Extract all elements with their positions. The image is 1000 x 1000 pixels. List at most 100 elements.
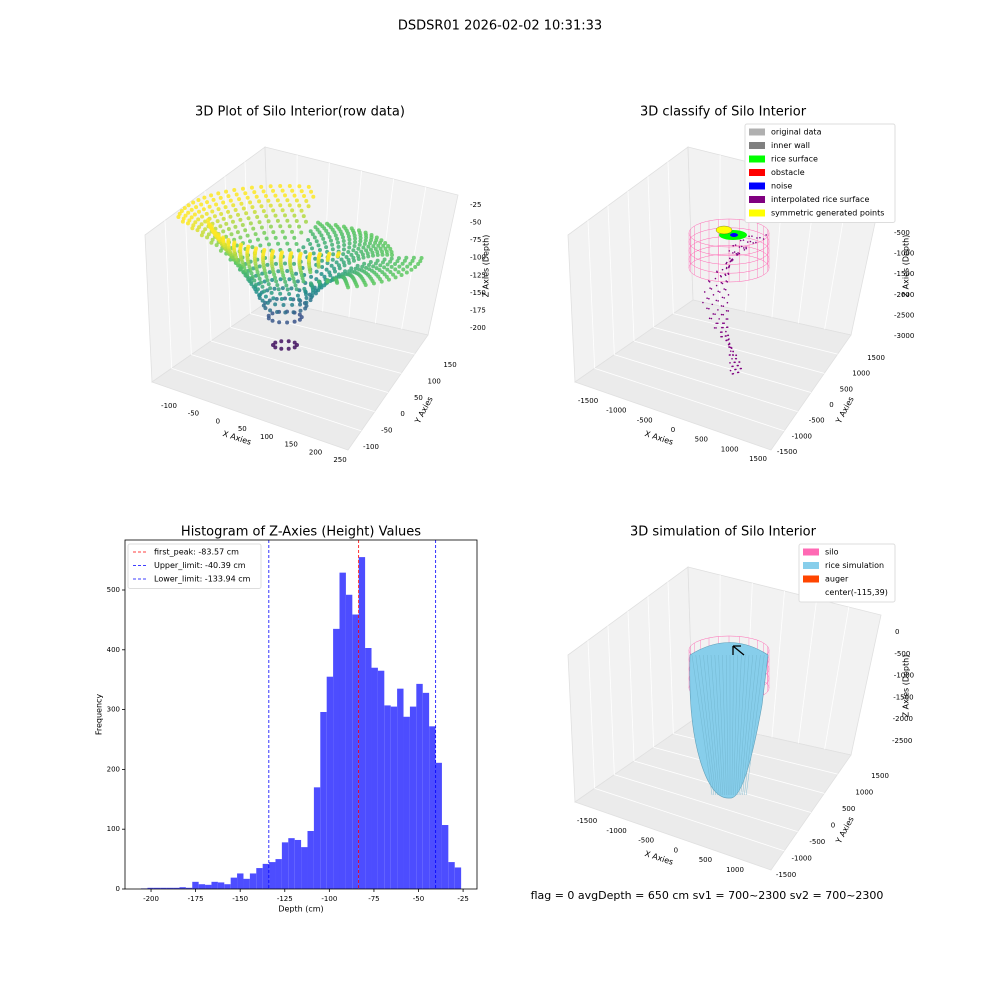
point-decor [379,279,384,284]
point-decor [254,282,259,287]
axes-3d: -1500 -1000 -500 0 500 1000 1500 -1500 -1000 -500… [567,105,914,463]
point-decor [261,209,266,214]
point-decor [729,260,732,263]
point-decor [706,297,708,299]
legend-swatch [749,142,765,149]
point-decor [266,313,271,318]
point-decor [371,253,375,258]
point-decor [279,346,284,351]
point-decor [278,291,283,296]
point-decor [245,272,250,277]
point-decor [216,232,221,237]
point-decor [362,241,367,246]
point-decor [745,246,747,249]
point-decor [257,199,262,204]
point-decor [266,198,271,203]
bar [262,863,270,889]
point-decor [732,244,735,247]
rice-wire [695,654,714,796]
point-decor [334,260,339,265]
point-decor [288,296,293,301]
point-decor [238,235,243,240]
point-decor [736,253,739,256]
point-decor [352,258,356,263]
point-decor [373,247,378,252]
point-decor [393,267,398,272]
legend-label: Upper_limit: -40.39 cm [154,561,246,570]
point-decor [292,345,297,350]
point-decor [737,252,739,254]
point-decor [369,233,374,238]
rice-wire [714,654,723,796]
point-decor [266,242,271,247]
point-decor [359,249,364,254]
point-decor [395,259,400,264]
point-decor [728,346,730,348]
point-decor [287,224,292,229]
tick-label: 1500 [871,772,889,780]
point-decor [181,216,186,221]
point-decor [725,267,728,270]
point-decor [273,340,278,345]
point-decor [336,263,341,268]
point-decor [725,262,727,265]
legend-label: noise [771,182,792,191]
point-decor [341,260,346,265]
point-decor [725,318,728,320]
bar [397,688,404,889]
point-decor [191,223,196,228]
point-decor [237,197,242,202]
point-decor [731,365,733,368]
point-decor [240,186,245,191]
pane-grid [594,367,785,432]
point-decor [729,369,732,372]
point-decor [399,272,404,277]
point-decor [292,235,297,240]
legend-box [744,123,896,223]
point-decor [727,310,730,312]
point-decor [255,215,260,220]
point-decor [346,285,351,290]
point-decor [268,308,273,313]
point-decor [278,224,283,229]
y-tick-label: 300 [107,706,120,714]
point-decor [355,263,360,268]
point-decor [404,255,409,260]
point-decor [185,221,190,226]
point-decor [731,357,733,360]
point-decor [265,288,270,293]
point-decor [275,198,280,203]
point-decor [367,262,372,267]
point-decor [373,261,378,266]
tick-label: -1000 [791,855,811,863]
point-decor [363,238,368,243]
point-decor [324,267,329,272]
point-decor [727,273,730,275]
point-decor [722,326,724,329]
tick-label: -200 [470,324,486,332]
pane-grid [230,326,402,374]
point-decor [329,263,334,268]
point-decor [729,257,731,260]
point-decor [206,232,211,237]
point-decor [216,191,221,196]
point-decor [317,251,322,256]
point-decor [226,226,231,231]
point-decor [292,193,297,198]
point-decor [312,235,317,240]
bar [249,873,257,889]
point-decor [725,335,727,337]
point-decor [297,224,302,229]
bar [416,683,423,889]
pane-grid [204,190,212,342]
point-decor [186,203,191,208]
bar [192,881,199,889]
point-decor [336,244,341,249]
point-decor [261,189,266,194]
point-decor [410,258,415,263]
point-decor [316,243,321,248]
point-decor [194,205,199,210]
point-decor [255,269,260,274]
point-decor [723,288,725,290]
tick-label: 0 [216,417,220,425]
